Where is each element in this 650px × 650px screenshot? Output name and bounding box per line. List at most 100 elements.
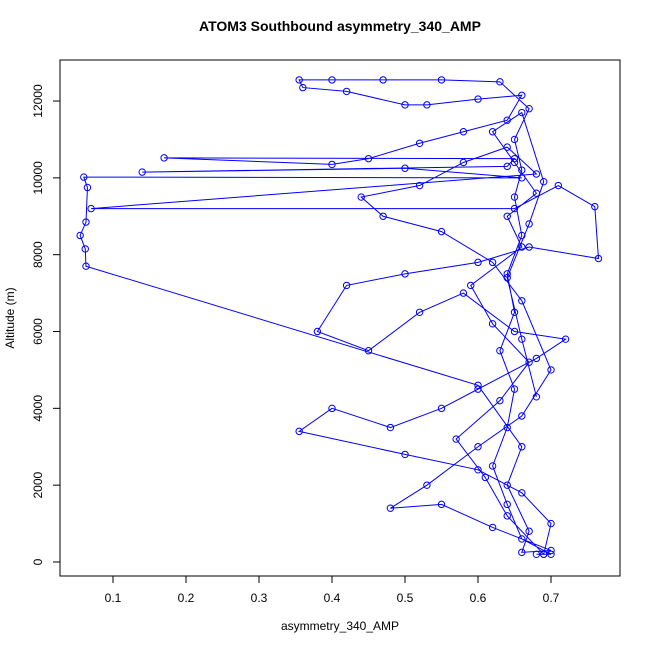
y-tick-label: 10000 bbox=[31, 161, 45, 195]
data-point bbox=[328, 404, 336, 413]
x-axis-title: asymmetry_340_AMP bbox=[281, 619, 399, 633]
data-point bbox=[357, 193, 365, 201]
data-point bbox=[386, 423, 395, 432]
data-point bbox=[525, 527, 533, 535]
x-tick-label: 0.5 bbox=[397, 591, 414, 605]
data-point bbox=[503, 500, 511, 509]
data-point bbox=[525, 243, 533, 251]
data-point bbox=[510, 204, 519, 213]
data-point bbox=[474, 466, 482, 474]
y-tick-label: 8000 bbox=[31, 241, 45, 268]
data-point bbox=[525, 105, 533, 113]
data-point bbox=[313, 327, 322, 336]
data-point bbox=[83, 183, 92, 192]
data-point bbox=[525, 220, 533, 228]
data-point bbox=[459, 289, 468, 297]
data-point bbox=[496, 78, 504, 86]
data-point bbox=[423, 481, 431, 489]
data-point bbox=[510, 308, 519, 316]
data-point bbox=[452, 435, 460, 443]
data-point bbox=[503, 212, 511, 220]
data-point bbox=[510, 135, 519, 144]
data-point bbox=[518, 91, 526, 99]
data-point bbox=[510, 385, 519, 393]
data-point bbox=[295, 76, 303, 84]
y-axis-title: Altitude (m) bbox=[3, 287, 17, 348]
data-point bbox=[423, 101, 431, 109]
data-point bbox=[518, 548, 526, 557]
data-point bbox=[496, 347, 504, 355]
data-point bbox=[518, 243, 526, 251]
data-point bbox=[328, 160, 336, 169]
data-point bbox=[474, 443, 482, 451]
data-point bbox=[540, 177, 548, 186]
data-point bbox=[474, 95, 482, 103]
y-tick-label: 2000 bbox=[31, 471, 45, 498]
data-point bbox=[459, 128, 468, 136]
data-point bbox=[488, 258, 497, 267]
data-point bbox=[532, 393, 541, 401]
data-point bbox=[415, 308, 424, 316]
data-point bbox=[518, 535, 526, 543]
data-point bbox=[437, 404, 446, 413]
data-point bbox=[364, 154, 373, 163]
data-point bbox=[437, 500, 446, 509]
data-point bbox=[80, 173, 88, 181]
data-point bbox=[547, 519, 555, 528]
data-point bbox=[488, 523, 497, 532]
y-tick-label: 12000 bbox=[31, 84, 45, 118]
data-point bbox=[540, 550, 548, 558]
plot-frame bbox=[59, 59, 621, 577]
y-tick-label: 4000 bbox=[31, 395, 45, 422]
data-point bbox=[299, 83, 307, 92]
data-point bbox=[81, 245, 89, 253]
data-point bbox=[518, 231, 526, 240]
x-tick-label: 0.7 bbox=[543, 591, 560, 605]
data-point bbox=[518, 174, 526, 182]
data-point bbox=[467, 281, 475, 290]
data-point bbox=[510, 193, 519, 201]
data-point bbox=[503, 481, 511, 489]
chart-title: ATOM3 Southbound asymmetry_340_AMP bbox=[199, 18, 481, 34]
data-point bbox=[503, 274, 511, 282]
data-point bbox=[474, 381, 482, 389]
data-point bbox=[401, 164, 409, 172]
data-point bbox=[518, 412, 526, 420]
data-point bbox=[510, 154, 519, 163]
data-point bbox=[328, 76, 336, 84]
data-point bbox=[554, 181, 563, 190]
x-tick-label: 0.6 bbox=[470, 591, 487, 605]
data-point bbox=[594, 254, 603, 263]
x-tick-label: 0.4 bbox=[324, 591, 341, 605]
data-point bbox=[401, 101, 409, 109]
data-point bbox=[525, 358, 533, 366]
data-point bbox=[82, 262, 90, 270]
data-point bbox=[510, 327, 519, 336]
data-point bbox=[532, 550, 541, 558]
data-point bbox=[561, 335, 570, 343]
data-point bbox=[474, 258, 482, 267]
data-point bbox=[474, 385, 482, 393]
data-point bbox=[295, 427, 303, 436]
data-point bbox=[415, 181, 424, 190]
data-point bbox=[532, 354, 541, 363]
data-point bbox=[488, 128, 497, 136]
data-point bbox=[342, 281, 351, 290]
x-tick-label: 0.1 bbox=[105, 591, 122, 605]
data-point bbox=[364, 347, 373, 355]
data-point bbox=[518, 335, 526, 343]
data-point bbox=[82, 218, 90, 226]
data-point bbox=[591, 202, 599, 211]
data-point bbox=[503, 423, 511, 432]
data-point bbox=[532, 189, 541, 197]
data-line bbox=[79, 79, 600, 556]
data-point bbox=[415, 139, 424, 147]
data-point bbox=[547, 546, 555, 555]
x-tick-label: 0.3 bbox=[251, 591, 268, 605]
y-tick-label: 0 bbox=[31, 558, 45, 565]
data-point bbox=[518, 489, 526, 497]
data-point bbox=[503, 270, 511, 278]
data-point bbox=[518, 297, 526, 305]
